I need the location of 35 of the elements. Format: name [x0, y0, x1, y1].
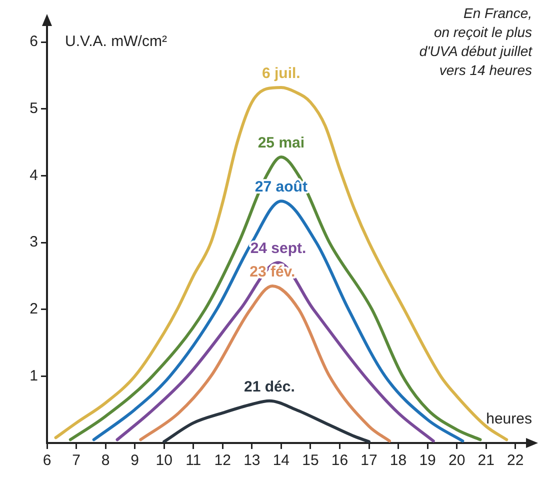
y-axis-title: U.V.A. mW/cm² — [65, 33, 167, 50]
x-tick-label: 21 — [478, 452, 494, 470]
x-tick-label: 9 — [130, 452, 139, 470]
x-tick-label: 20 — [448, 452, 466, 470]
line-series — [162, 399, 370, 443]
x-tick-label: 15 — [302, 452, 319, 470]
annotation: En France, on reçoit le plus d'UVA début juillet vers 14 heures — [419, 4, 532, 80]
x-tick-label: 8 — [101, 452, 110, 470]
line-series — [116, 261, 435, 442]
y-tick-label: 5 — [30, 100, 38, 118]
x-tick-label: 11 — [186, 452, 202, 470]
x-tick-label: 16 — [331, 452, 348, 470]
line-series — [139, 284, 391, 442]
x-tick-label: 7 — [72, 452, 80, 470]
x-tick-label: 19 — [419, 452, 436, 470]
series-label: 25 mai — [258, 134, 305, 152]
x-tick-label: 22 — [507, 452, 524, 470]
x-tick-label: 13 — [244, 452, 260, 470]
y-tick-label: 3 — [30, 234, 38, 251]
y-tick-label: 4 — [30, 166, 38, 184]
x-axis-title: heures — [486, 410, 532, 428]
x-tick-label: 10 — [156, 452, 172, 470]
series-label: 21 déc. — [244, 378, 295, 396]
x-tick-label: 14 — [272, 452, 290, 470]
series-label: 24 sept. — [250, 240, 306, 258]
y-tick-label: 1 — [30, 367, 38, 384]
y-tick-label: 6 — [30, 33, 38, 50]
x-tick-label: 6 — [42, 452, 52, 470]
x-tick-label: 12 — [214, 452, 231, 470]
x-tick-label: 18 — [390, 452, 407, 470]
line-series — [68, 155, 482, 442]
series-label: 6 juil. — [262, 65, 300, 82]
y-tick-label: 2 — [30, 300, 38, 318]
x-tick-label: 17 — [360, 452, 378, 470]
line-series — [92, 200, 464, 442]
